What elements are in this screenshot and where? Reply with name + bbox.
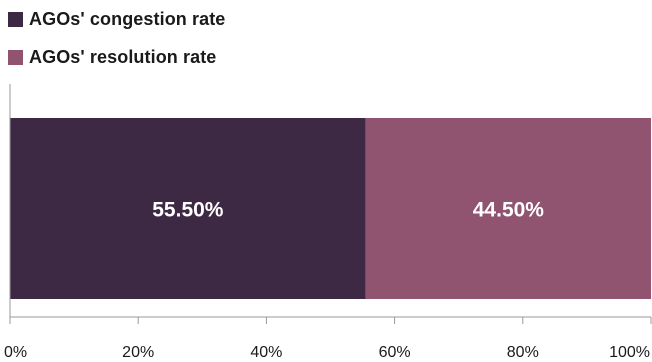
legend-item-congestion: AGOs' congestion rate	[8, 6, 225, 32]
bar-value-label-2: 44.50%	[473, 199, 545, 222]
x-tick-label-100: 100%	[609, 344, 650, 361]
bar-segment-2	[365, 118, 651, 299]
x-tick-label-60: 60%	[379, 344, 411, 361]
legend-swatch-resolution	[8, 49, 23, 65]
x-tick-label-0: 0%	[4, 344, 27, 361]
legend-label-resolution: AGOs' resolution rate	[29, 46, 217, 67]
legend-item-resolution: AGOs' resolution rate	[8, 44, 225, 70]
bar-segment-1	[10, 118, 366, 299]
legend-label-congestion: AGOs' congestion rate	[29, 8, 226, 29]
x-tick-label-40: 40%	[250, 344, 282, 361]
bar-value-label-1: 55.50%	[152, 199, 224, 222]
legend-swatch-congestion	[8, 11, 23, 27]
x-tick-label-80: 80%	[507, 344, 539, 361]
x-tick-label-20: 20%	[122, 344, 154, 361]
chart-legend: AGOs' congestion rate AGOs' resolution r…	[8, 6, 225, 82]
